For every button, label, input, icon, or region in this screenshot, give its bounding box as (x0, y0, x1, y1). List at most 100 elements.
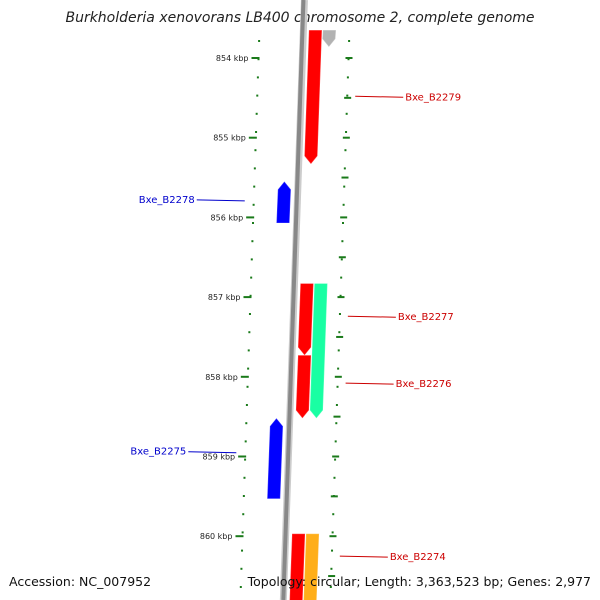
gene-arrow (303, 533, 320, 600)
scale-dot (329, 586, 332, 588)
scale-dot (331, 549, 334, 552)
gene-arrow-highlight (303, 533, 320, 600)
gene-arrow (267, 418, 283, 499)
gene-label: Bxe_B2279 (405, 92, 461, 103)
scale-dot (246, 385, 249, 388)
gene-arrow (304, 30, 322, 165)
chromosome-backbone (281, 0, 306, 600)
scale-dot (248, 313, 251, 315)
callout-line (347, 315, 396, 318)
scale-dot (348, 40, 351, 42)
gene-arrow (309, 283, 328, 419)
scale-dot (338, 313, 341, 315)
minor-tick (329, 535, 337, 538)
gene-label: Bxe_B2276 (396, 379, 452, 390)
accession-text: Accession: NC_007952 (9, 574, 152, 589)
backbone-layer (279, 0, 308, 600)
scale-dot (335, 422, 338, 425)
scale-dot (244, 440, 247, 443)
major-tick (235, 535, 244, 538)
scale-dot (253, 185, 256, 188)
scale-dot (347, 58, 350, 61)
scale-dot (247, 349, 250, 352)
callout-line (339, 555, 388, 558)
callout-line (196, 199, 245, 202)
scale-dot (256, 76, 259, 79)
scale-dot (239, 586, 242, 588)
minor-tick (338, 256, 346, 259)
scale-dot (240, 567, 243, 570)
scale-dot (257, 58, 260, 61)
gene-arrow-highlight (275, 180, 292, 224)
scale-dot (343, 185, 346, 188)
tick-label: 856 kbp (211, 213, 244, 222)
gene-arrow-highlight (295, 354, 312, 420)
scale-dot (334, 458, 337, 461)
scale-dot (337, 367, 340, 370)
callout-line (345, 382, 394, 385)
gene-arrow (295, 355, 312, 419)
scale-dot (245, 422, 248, 425)
major-tick (251, 57, 260, 59)
tick-label: 855 kbp (213, 134, 246, 143)
scale-dot (341, 240, 344, 243)
gene-arrow-highlight (321, 29, 337, 48)
minor-tick (336, 335, 344, 338)
scale-dot (250, 258, 253, 261)
topology-summary: Topology: circular; Length: 3,363,523 bp… (247, 574, 591, 589)
scale-dot (336, 385, 339, 388)
scale-dot (252, 203, 255, 206)
scale-dot (244, 458, 247, 461)
major-tick (248, 136, 257, 139)
gene-label: Bxe_B2278 (139, 195, 195, 206)
feature-layer (266, 29, 337, 600)
minor-tick (340, 216, 348, 219)
scale-dot (250, 276, 253, 279)
callout-line (188, 451, 237, 454)
scale-dot (337, 349, 340, 352)
minor-tick (341, 176, 349, 179)
gene-arrow (289, 533, 306, 600)
gene-arrow-highlight (309, 283, 328, 420)
scale-dot (335, 404, 338, 406)
minor-tick (328, 575, 336, 578)
scale-dot (258, 40, 261, 42)
scale-dot (249, 294, 252, 297)
scale-dot (344, 149, 347, 152)
gene-arrow-highlight (289, 533, 306, 600)
minor-tick (334, 375, 342, 378)
scale-dot (339, 294, 342, 297)
scale-dot (255, 112, 258, 115)
scale-dot (340, 258, 343, 261)
scale-dot (245, 404, 248, 406)
gene-arrow-highlight (266, 417, 284, 500)
scale-dot (345, 112, 348, 115)
tick-label: 858 kbp (205, 373, 238, 382)
scale-dot (346, 94, 349, 97)
minor-tick (337, 296, 345, 299)
scale-dot (242, 495, 245, 497)
scale-dot (251, 240, 254, 243)
gene-arrow (276, 181, 291, 223)
callout-line (355, 95, 404, 98)
minor-tick (345, 57, 353, 59)
tick-label: 860 kbp (200, 532, 233, 541)
scale-dot (342, 222, 345, 224)
tick-label: 857 kbp (208, 293, 241, 302)
scale-dot (332, 513, 335, 516)
scale-dot (333, 476, 336, 479)
minor-tick (342, 136, 350, 139)
scale-dot (253, 167, 256, 170)
scale-dot (255, 131, 258, 133)
gene-arrow-highlight (303, 29, 323, 165)
major-tick (240, 375, 249, 378)
scale-dot (248, 331, 251, 334)
scale-dot (247, 367, 250, 370)
major-tick (238, 455, 247, 458)
scale-dot (331, 531, 334, 534)
scale-dot (254, 149, 257, 152)
scale-dot (242, 513, 245, 516)
scale-dot (256, 94, 259, 97)
